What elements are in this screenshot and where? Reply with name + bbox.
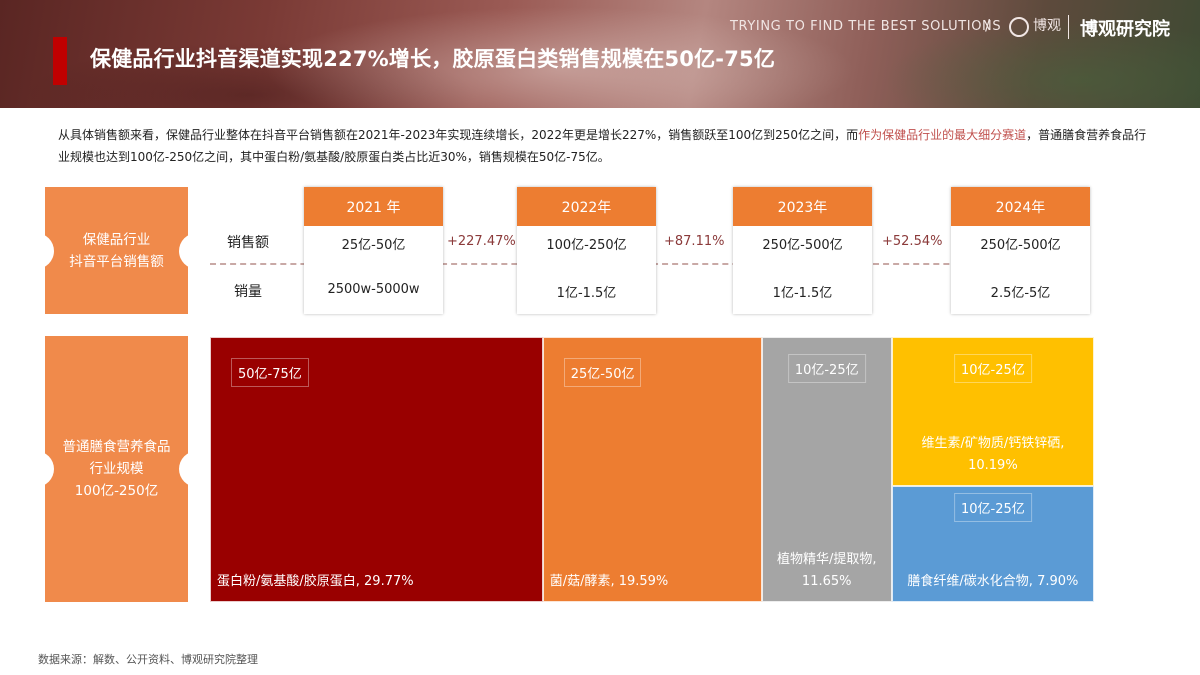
tile-category-label: 维生素/矿物质/钙铁锌硒, 10.19% <box>921 436 1065 474</box>
row-label-volume: 销量 <box>234 284 262 300</box>
brand-name: 博观研究院 <box>1080 19 1170 40</box>
tile-range: 50亿-75亿 <box>231 358 309 387</box>
growth-rate: +227.47% <box>447 234 516 249</box>
year-column: 2023年 250亿-500亿 1亿-1.5亿 <box>733 187 872 314</box>
growth-rate: +52.54% <box>882 234 943 249</box>
tile-category-label: 菌/菇/酵素, 19.59% <box>549 574 669 589</box>
tile-category-label: 膳食纤维/碳水化合物, 7.90% <box>907 573 1079 589</box>
tile-category-label: 蛋白粉/氨基酸/胶原蛋白, 29.77% <box>217 574 414 589</box>
treemap-tile: 10亿-25亿维生素/矿物质/钙铁锌硒, 10.19% <box>891 337 1094 487</box>
year-header: 2022年 <box>517 187 656 226</box>
platform-sales-label-text: 保健品行业 抖音平台销售额 <box>69 231 164 270</box>
data-source: 数据来源：解数、公开资料、博观研究院整理 <box>38 653 258 666</box>
year-column: 2021 年 25亿-50亿 2500w-5000w <box>304 187 443 314</box>
tile-range: 25亿-50亿 <box>563 358 642 387</box>
tile-category-label: 植物精华/提取物, 11.65% <box>776 552 877 589</box>
header-banner: 保健品行业抖音渠道实现227%增长，胶原蛋白类销售规模在50亿-75亿 TRYI… <box>0 0 1200 108</box>
treemap-tile: 10亿-25亿膳食纤维/碳水化合物, 7.90% <box>891 486 1094 602</box>
year-header: 2024年 <box>951 187 1090 226</box>
header-slash: / <box>985 16 991 34</box>
brand-logo-glyph: 博观 <box>1033 18 1061 34</box>
year-header: 2023年 <box>733 187 872 226</box>
volume-value: 2500w-5000w <box>327 282 420 297</box>
intro-highlight: 作为保健品行业的最大细分赛道 <box>858 128 1027 142</box>
header-background <box>0 0 1200 108</box>
tile-range: 10亿-25亿 <box>787 354 866 383</box>
sales-value: 100亿-250亿 <box>546 238 627 253</box>
volume-value: 2.5亿-5亿 <box>990 286 1051 301</box>
year-column: 2022年 100亿-250亿 1亿-1.5亿 <box>517 187 656 314</box>
sales-value: 250亿-500亿 <box>762 238 843 253</box>
header-tagline: TRYING TO FIND THE BEST SOLUTIONS <box>730 19 1002 34</box>
volume-value: 1亿-1.5亿 <box>556 286 617 301</box>
sales-value: 250亿-500亿 <box>980 238 1061 253</box>
dietary-nutrition-label-text: 普通膳食营养食品 行业规模 100亿-250亿 <box>62 439 171 499</box>
platform-sales-label: 保健品行业 抖音平台销售额 <box>36 187 197 314</box>
treemap-tile: 50亿-75亿蛋白粉/氨基酸/胶原蛋白, 29.77% <box>210 337 543 602</box>
dietary-nutrition-label: 普通膳食营养食品 行业规模 100亿-250亿 <box>36 336 197 602</box>
intro-text-part2: ，普通膳食营养食品行业规模也达到100亿-250亿之间，其中蛋白粉/氨基酸/胶原… <box>58 128 1147 164</box>
intro-text-part1: 从具体销售额来看，保健品行业整体在抖音平台销售额在2021年-2023年实现连续… <box>58 128 859 142</box>
tile-range: 10亿-25亿 <box>954 354 1032 383</box>
year-header: 2021 年 <box>304 187 443 226</box>
header-separator <box>1068 15 1069 39</box>
tile-range: 10亿-25亿 <box>954 493 1032 523</box>
growth-rate: +87.11% <box>664 234 725 249</box>
treemap-tile: 25亿-50亿菌/菇/酵素, 19.59% <box>542 337 762 602</box>
title-accent-bar <box>53 37 67 85</box>
sales-value: 25亿-50亿 <box>341 238 406 253</box>
intro-paragraph: 从具体销售额来看，保健品行业整体在抖音平台销售额在2021年-2023年实现连续… <box>58 124 1158 168</box>
brand-logo-icon <box>1009 17 1029 37</box>
volume-value: 1亿-1.5亿 <box>772 286 833 301</box>
year-column: 2024年 250亿-500亿 2.5亿-5亿 <box>951 187 1090 314</box>
page-title: 保健品行业抖音渠道实现227%增长，胶原蛋白类销售规模在50亿-75亿 <box>90 47 776 71</box>
row-label-sales: 销售额 <box>227 235 269 251</box>
treemap-tile: 10亿-25亿植物精华/提取物, 11.65% <box>761 337 892 602</box>
